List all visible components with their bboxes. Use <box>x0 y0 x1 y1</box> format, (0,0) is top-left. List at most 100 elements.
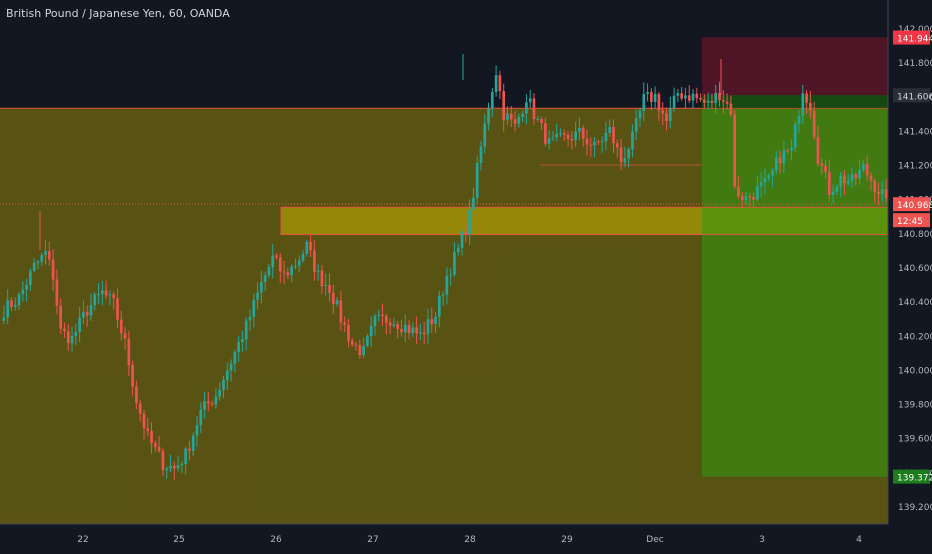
last-price-label: 140.968 <box>897 201 932 211</box>
candle-body <box>138 403 142 414</box>
candle-body <box>396 324 399 329</box>
candle-body <box>650 92 653 103</box>
candle-body <box>593 141 596 146</box>
candle-body <box>381 314 384 316</box>
candle-body <box>513 119 517 124</box>
candle-body <box>252 299 256 317</box>
x-tick-label: 29 <box>561 535 573 545</box>
candle-body <box>229 363 233 371</box>
candle-body <box>350 340 354 345</box>
candle-body <box>460 232 464 248</box>
candle-body <box>44 251 47 256</box>
candle-body <box>752 196 755 200</box>
candle-body <box>328 284 331 293</box>
candle-body <box>25 284 28 290</box>
candle-body <box>366 336 369 346</box>
candle-body <box>377 314 381 316</box>
candle-body <box>820 163 824 166</box>
candle-body <box>631 131 634 150</box>
candle-body <box>278 257 282 272</box>
candle-body <box>691 93 695 101</box>
candle-body <box>782 150 786 164</box>
candle-body <box>695 93 699 99</box>
candle-body <box>17 294 21 306</box>
candle-body <box>676 93 680 96</box>
candle-body <box>422 332 426 335</box>
candle-body <box>449 274 453 276</box>
candle-body <box>89 305 93 316</box>
candle-body <box>721 100 725 102</box>
candle-body <box>316 270 320 272</box>
candle-body <box>873 180 877 192</box>
candle-body <box>502 91 506 121</box>
candle-body <box>483 123 487 147</box>
candle-body <box>157 446 161 452</box>
candle-body <box>487 108 490 124</box>
entry-price-badge <box>893 88 930 103</box>
candle-body <box>786 150 789 152</box>
candle-body <box>434 316 437 324</box>
candle-body <box>737 186 740 197</box>
candle-body <box>441 294 445 296</box>
candle-body <box>294 265 297 267</box>
candle-body <box>551 137 555 139</box>
candle-body <box>597 141 600 143</box>
candle-body <box>498 75 502 92</box>
candle-body <box>104 290 108 296</box>
candle-body <box>562 133 566 135</box>
candle-body <box>430 319 434 324</box>
candle-body <box>634 118 638 132</box>
candle-body <box>59 305 63 329</box>
candle-body <box>146 428 150 431</box>
candle-body <box>282 271 286 273</box>
candle-body <box>665 113 668 122</box>
candle-body <box>51 259 55 280</box>
candle-body <box>210 403 214 405</box>
candle-body <box>831 191 835 195</box>
candle-body <box>400 328 403 333</box>
candle-body <box>369 325 373 337</box>
candle-body <box>150 430 153 444</box>
y-tick-label: 139.200 <box>898 503 932 513</box>
candle-body <box>555 133 559 138</box>
candle-body <box>699 98 702 100</box>
candle-body <box>108 294 112 296</box>
candle-body <box>581 127 585 139</box>
x-tick-label: 28 <box>464 535 476 545</box>
target-zone <box>702 95 888 477</box>
candle-body <box>744 196 748 200</box>
candle-body <box>540 119 543 124</box>
candle-body <box>733 114 736 187</box>
candle-body <box>244 320 248 340</box>
candle-body <box>176 465 180 469</box>
candle-body <box>748 196 752 198</box>
x-tick-label: 4 <box>856 535 862 545</box>
candle-body <box>275 255 278 258</box>
candle-body <box>426 319 430 335</box>
candle-body <box>517 116 521 124</box>
candle-body <box>850 174 854 182</box>
candle-body <box>203 401 206 410</box>
stop-loss-price-label: 141.944 <box>897 35 932 45</box>
candle-body <box>331 292 335 305</box>
x-tick-label: 26 <box>270 535 282 545</box>
candle-body <box>290 266 293 276</box>
candle-body <box>759 182 763 186</box>
candle-body <box>85 312 89 316</box>
candle-body <box>188 448 191 451</box>
candle-body <box>119 319 123 334</box>
candles-layer <box>2 54 888 480</box>
candle-body <box>740 196 744 200</box>
candle-body <box>271 255 275 267</box>
y-tick-label: 140.400 <box>898 298 932 308</box>
candle-body <box>536 119 540 121</box>
candle-body <box>778 157 782 164</box>
candle-body <box>729 103 733 115</box>
candle-body <box>767 175 771 179</box>
candle-body <box>260 282 263 293</box>
candle-body <box>827 171 831 195</box>
candle-body <box>608 126 612 133</box>
y-tick-label: 139.800 <box>898 401 932 411</box>
candle-body <box>297 260 301 266</box>
